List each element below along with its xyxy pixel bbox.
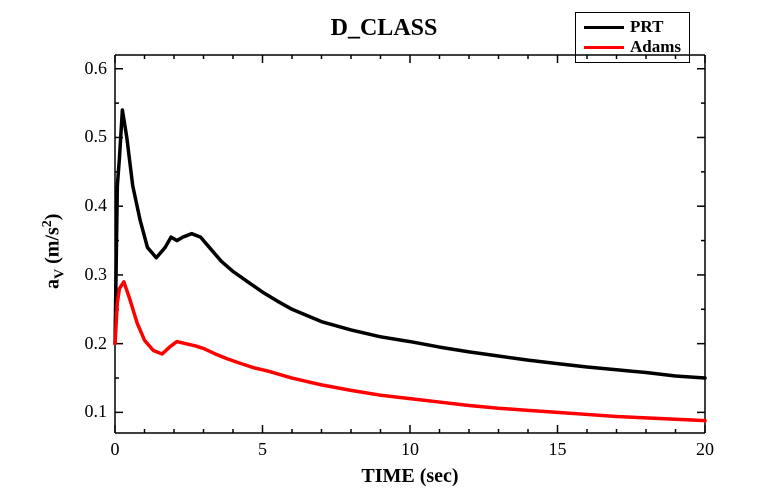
ylabel-prefix: a [42, 279, 64, 289]
x-tick-label: 5 [243, 439, 283, 460]
x-tick-label: 15 [538, 439, 578, 460]
x-axis-label: TIME (sec) [115, 465, 705, 488]
ylabel-sup: 2 [40, 220, 55, 227]
y-axis-label: aV (m/s2) [40, 214, 69, 289]
y-tick-label: 0.1 [85, 401, 108, 422]
ylabel-unit-close: ) [42, 214, 64, 221]
y-tick-label: 0.3 [85, 264, 108, 285]
x-tick-label: 0 [95, 439, 135, 460]
series-adams [115, 282, 705, 421]
series-prt [115, 110, 705, 378]
y-tick-label: 0.4 [85, 195, 108, 216]
ylabel-sub: V [53, 269, 68, 279]
y-tick-label: 0.2 [85, 333, 108, 354]
chart-root: D_CLASS PRT Adams 051015200.10.20.30.40.… [0, 0, 768, 502]
x-tick-label: 20 [685, 439, 725, 460]
plot-area [0, 0, 768, 502]
ylabel-unit-open: (m/s [42, 227, 64, 269]
y-tick-label: 0.6 [85, 58, 108, 79]
y-tick-label: 0.5 [85, 126, 108, 147]
x-tick-label: 10 [390, 439, 430, 460]
